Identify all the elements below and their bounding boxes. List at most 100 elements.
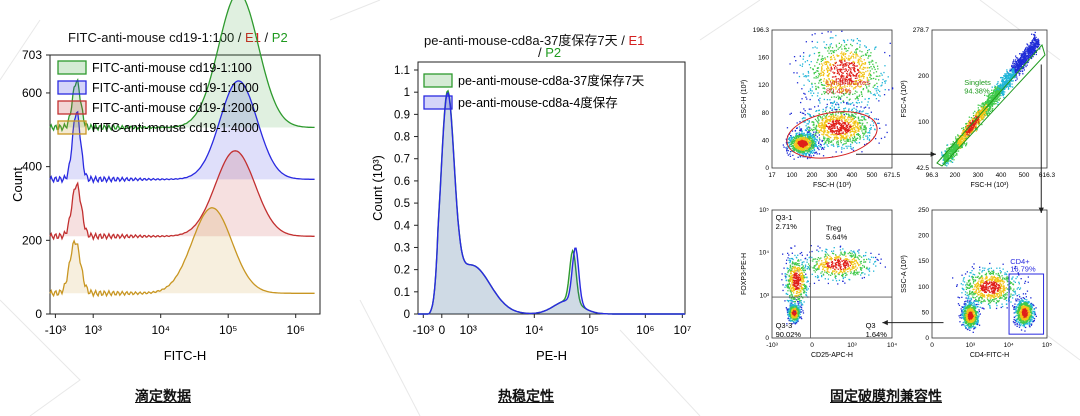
legend-label-1: pe-anti-mouse-cd8a-37度保存7天 [458,73,645,88]
y-tick-label: 0.3 [394,242,410,254]
y-tick-label: 50 [922,309,930,316]
y-tick-label: 100 [918,119,929,126]
x-tick-label: 10⁴ [525,323,544,337]
x-tick-label: 300 [827,172,838,179]
plot-frame [417,61,686,315]
x-axis-label: FITC-H [164,348,207,363]
x-tick-label: 10⁴ [1004,342,1014,349]
quadrant-value-2: 5.64% [826,232,848,241]
x-tick-label: 10⁵ [1042,342,1052,349]
x-tick-label: 400 [996,172,1007,179]
y-tick-label: 278.7 [913,27,930,34]
y-tick-label: 1.1 [394,65,410,77]
series-area-2 [418,93,685,314]
plot-frame [49,54,321,315]
y-tick-label: 10³ [760,292,770,299]
legend-swatch-1 [423,73,453,88]
y-tick-label: 0 [765,335,769,342]
histogram-chart-thermal: 00.10.20.30.40.50.60.70.80.911.1-10³ 0 10³… [370,61,691,363]
y-tick-label: 100 [918,284,929,291]
gate-name-2: Singlets [964,78,991,87]
x-tick-label: 10⁴ [151,323,170,337]
x-tick-label: 96.3 [926,172,939,179]
x-tick-label: 400 [847,172,858,179]
y-tick-label: 42.5 [916,165,929,172]
y-tick-label: 1 [404,87,410,99]
scatter-points-1 [782,30,894,160]
series-area-3 [50,150,315,240]
y-axis-label: SSC-H (10³) [741,80,748,119]
panel2-title-e1: E1 [628,33,645,48]
gate-name-4: CD4+ [1010,257,1030,266]
panel2-title: pe-anti-mouse-cd8a-37度保存7天 / E1 [424,30,644,49]
y-tick-label: 0.6 [394,176,410,188]
y-tick-label: 250 [918,207,929,214]
legend-label-2: pe-anti-mouse-cd8a-4度保存 [458,95,618,110]
x-tick-label: 0 [930,342,934,349]
legend-swatch-3 [57,100,87,115]
x-tick-label: 17 [768,172,776,179]
x-tick-label: 671.5 [884,172,901,179]
x-tick-label: 200 [950,172,961,179]
arrow-1-to-2-head [930,151,936,157]
legend-label-4: FITC-anti-mouse cd19-1:4000 [92,121,259,135]
x-tick-label: 0 [810,342,814,349]
x-tick-label: 300 [973,172,984,179]
x-tick-label: -10³ [413,323,434,337]
x-tick-label: 500 [1019,172,1030,179]
x-axis-label: CD25-APC-H [811,352,853,359]
legend-label-1: FITC-anti-mouse cd19-1:100 [92,61,252,75]
y-tick-label: 400 [22,160,42,174]
x-tick-label: 10⁵ [219,323,237,337]
series-area-2 [50,80,315,183]
series-line-3 [49,150,315,241]
y-tick-label: 40 [762,137,770,144]
panel2-title-sep: / [538,45,546,60]
x-tick-label: 10³ [847,342,857,349]
x-tick-label: 10³ [966,342,976,349]
quadrant-name-1: Q3-1 [776,213,793,222]
y-tick-label: 10⁴ [759,250,769,257]
y-tick-label: 200 [22,233,42,247]
y-tick-label: 600 [22,86,42,100]
x-tick-label: 10⁴ [887,342,897,349]
y-tick-label: 0.5 [394,198,410,210]
x-tick-label: 10⁷ [673,323,691,337]
series-line-1 [49,0,315,133]
gate-value-1: 80.42% [826,86,852,95]
x-axis-label: FSC-H (10³) [813,182,851,189]
legend-label-2: FITC-anti-mouse cd19-1:1000 [92,81,259,95]
quadrant-name-3: Q3-3 [776,321,793,330]
arrow-2-to-4-head [1038,207,1044,213]
y-tick-label: 200 [918,233,929,240]
y-tick-label: 0.1 [394,287,410,299]
x-tick-label: 200 [807,172,818,179]
gate-singlets [936,43,1046,167]
quadrant-name-2: Treg [826,223,841,232]
x-tick-label: 0 [438,323,445,337]
gate-value-4: 16.79% [1010,264,1036,273]
x-tick-label: 10⁶ [636,323,654,337]
series-area-1 [50,0,315,131]
series-line-4 [49,207,315,298]
panel1-title-main: FITC-anti-mouse cd19-1:100 / [68,30,246,45]
panel2-title-line2: / P2 [538,45,561,60]
y-tick-label: 0.2 [394,265,410,277]
y-tick-label: 0 [35,307,42,321]
y-tick-label: 0.4 [394,220,411,232]
y-axis-label: Count (10³) [370,155,385,221]
quadrant-value-3: 90.02% [776,330,802,339]
caption-thermal: 热稳定性 [498,388,554,404]
x-axis-label: CD4-FITC-H [970,352,1009,359]
scatter-points-3 [781,245,886,325]
quadrant-value-1: 2.71% [776,222,798,231]
x-tick-label: -10³ [766,342,778,349]
gate-cd4 [1008,273,1045,335]
legend-swatch-2 [423,95,453,110]
y-tick-label: 0.8 [394,132,410,144]
y-axis-label: FOXP3-PE-H [741,253,748,295]
panel2-title-p2: P2 [545,45,562,60]
x-tick-label: 100 [787,172,798,179]
y-tick-label: 200 [918,73,929,80]
